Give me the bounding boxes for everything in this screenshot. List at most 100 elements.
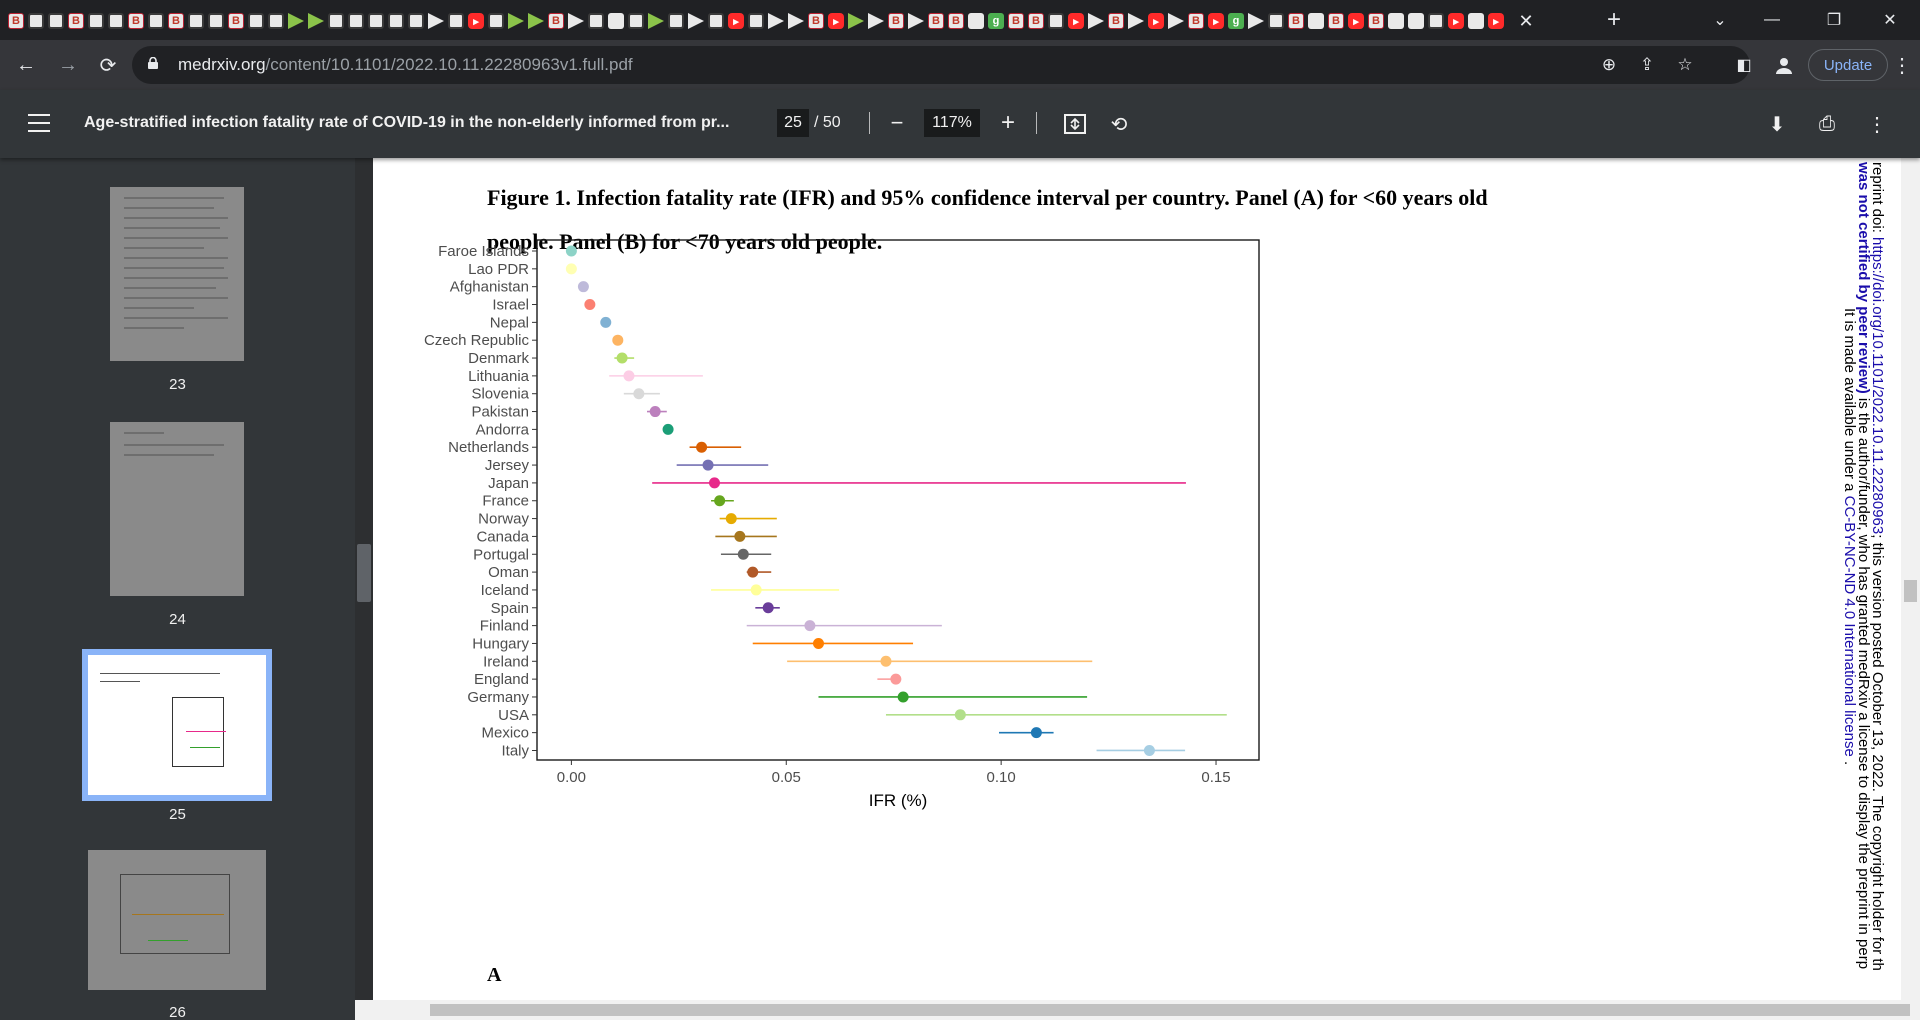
license-link[interactable]: CC-BY-NC-ND 4.0 International license — [1841, 495, 1858, 757]
browser-tab[interactable] — [846, 6, 866, 36]
browser-tab[interactable] — [326, 6, 346, 36]
browser-tab[interactable] — [526, 6, 546, 36]
browser-tab[interactable] — [446, 6, 466, 36]
browser-tab[interactable] — [586, 6, 606, 36]
reload-button[interactable]: ⟳ — [99, 54, 117, 77]
sidebar-scrollbar[interactable] — [355, 158, 373, 1000]
sidebar-scrollbar-thumb[interactable] — [357, 544, 371, 602]
browser-tab[interactable] — [746, 6, 766, 36]
page-thumbnail-23[interactable] — [110, 187, 244, 361]
browser-tab[interactable]: B — [546, 6, 566, 36]
browser-tab[interactable]: B — [166, 6, 186, 36]
browser-tab[interactable] — [686, 6, 706, 36]
browser-tab[interactable]: B — [1326, 6, 1346, 36]
zoom-level-input[interactable]: 117% — [924, 109, 980, 137]
browser-tab[interactable] — [206, 6, 226, 36]
browser-tab[interactable] — [506, 6, 526, 36]
browser-tab[interactable]: ▸ — [1206, 6, 1226, 36]
browser-tab[interactable]: B — [1286, 6, 1306, 36]
page-scrollbar-thumb[interactable] — [1904, 580, 1917, 602]
side-panel-icon[interactable]: ◧ — [1736, 57, 1752, 74]
browser-tab[interactable]: ▸ — [826, 6, 846, 36]
page-vertical-scrollbar[interactable] — [1901, 158, 1920, 1000]
browser-tab[interactable] — [486, 6, 506, 36]
download-icon[interactable]: ⬇ — [1768, 113, 1786, 136]
browser-tab[interactable] — [766, 6, 786, 36]
browser-tab[interactable] — [1266, 6, 1286, 36]
tab-search-chevron-icon[interactable]: ⌄ — [1713, 12, 1727, 29]
browser-tab[interactable] — [626, 6, 646, 36]
browser-tab[interactable]: g — [986, 6, 1006, 36]
browser-tab[interactable] — [786, 6, 806, 36]
browser-tab[interactable] — [1046, 6, 1066, 36]
bookmark-star-icon[interactable]: ☆ — [1677, 55, 1693, 74]
browser-tab[interactable]: B — [66, 6, 86, 36]
share-icon[interactable]: ⇪ — [1639, 55, 1655, 74]
tab-close-icon[interactable]: ✕ — [1518, 10, 1534, 31]
fit-to-page-icon[interactable] — [1060, 109, 1090, 139]
browser-tab[interactable]: B — [806, 6, 826, 36]
lock-icon[interactable] — [148, 57, 158, 69]
forward-button[interactable]: → — [58, 53, 78, 76]
browser-tab[interactable]: ▸ — [1486, 6, 1506, 36]
sidebar-toggle-menu-icon[interactable] — [28, 114, 50, 132]
browser-tab[interactable]: ▸ — [1146, 6, 1166, 36]
profile-avatar-icon[interactable] — [1768, 49, 1800, 81]
browser-tab[interactable] — [1306, 6, 1326, 36]
horizontal-scrollbar-thumb[interactable] — [430, 1004, 1910, 1016]
browser-tab[interactable] — [1386, 6, 1406, 36]
close-window-button[interactable]: ✕ — [1883, 12, 1897, 29]
browser-tab[interactable] — [306, 6, 326, 36]
pdf-more-options-icon[interactable]: ⋮ — [1867, 113, 1887, 136]
page-thumbnail-26[interactable] — [88, 850, 266, 990]
browser-tab[interactable] — [286, 6, 306, 36]
browser-tab[interactable] — [1406, 6, 1426, 36]
zoom-in-button[interactable]: + — [1000, 109, 1015, 136]
browser-tab[interactable] — [386, 6, 406, 36]
browser-tab[interactable]: ▸ — [726, 6, 746, 36]
browser-tab[interactable] — [706, 6, 726, 36]
browser-tab[interactable] — [1466, 6, 1486, 36]
browser-tab[interactable] — [966, 6, 986, 36]
browser-tab[interactable] — [186, 6, 206, 36]
browser-tab[interactable] — [26, 6, 46, 36]
browser-tab[interactable]: B — [6, 6, 26, 36]
browser-tab[interactable] — [606, 6, 626, 36]
browser-menu-icon[interactable]: ⋮ — [1892, 54, 1912, 77]
page-thumbnail-25[interactable] — [82, 649, 272, 801]
page-thumbnail-24[interactable] — [110, 422, 244, 596]
browser-tab[interactable] — [266, 6, 286, 36]
browser-tab[interactable] — [666, 6, 686, 36]
browser-tab[interactable]: B — [1026, 6, 1046, 36]
browser-tab[interactable] — [106, 6, 126, 36]
browser-tab[interactable]: g — [1226, 6, 1246, 36]
browser-tab[interactable] — [86, 6, 106, 36]
browser-tab[interactable] — [366, 6, 386, 36]
browser-tab[interactable]: B — [886, 6, 906, 36]
active-tab[interactable]: ✕ — [1506, 6, 1546, 36]
browser-tab[interactable]: B — [926, 6, 946, 36]
browser-tab[interactable] — [1246, 6, 1266, 36]
browser-tab[interactable] — [146, 6, 166, 36]
maximize-button[interactable]: ❐ — [1826, 12, 1842, 29]
browser-tab[interactable] — [406, 6, 426, 36]
browser-tab[interactable]: ▸ — [1346, 6, 1366, 36]
minimize-button[interactable]: — — [1764, 11, 1780, 28]
browser-tab[interactable] — [1126, 6, 1146, 36]
browser-tab[interactable]: B — [1006, 6, 1026, 36]
page-number-input[interactable]: 25 — [777, 109, 809, 137]
browser-tab[interactable]: B — [1106, 6, 1126, 36]
browser-tab[interactable] — [1166, 6, 1186, 36]
rotate-icon[interactable]: ⟲ — [1110, 113, 1128, 136]
address-bar[interactable]: medrxiv.org/content/10.1101/2022.10.11.2… — [132, 46, 1750, 84]
browser-tab[interactable] — [426, 6, 446, 36]
browser-tab[interactable]: ▸ — [1066, 6, 1086, 36]
zoom-magnifier-icon[interactable]: ⊕ — [1601, 55, 1617, 74]
print-icon[interactable]: ⎙ — [1819, 112, 1835, 135]
browser-tab[interactable]: B — [226, 6, 246, 36]
browser-tab[interactable] — [866, 6, 886, 36]
zoom-out-button[interactable]: − — [890, 110, 904, 135]
browser-tab[interactable] — [566, 6, 586, 36]
update-button[interactable]: Update — [1808, 49, 1888, 81]
browser-tab[interactable] — [1426, 6, 1446, 36]
